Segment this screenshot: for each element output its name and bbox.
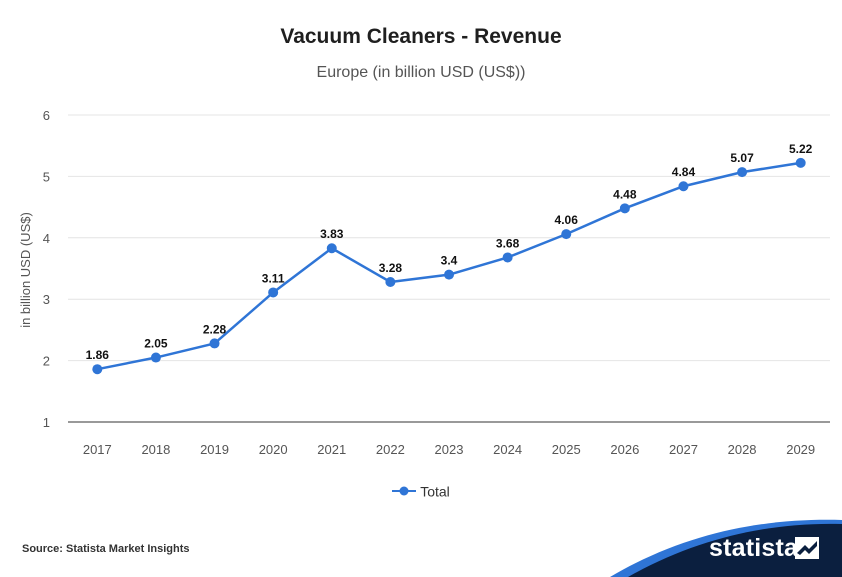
x-tick-label: 2027: [669, 442, 698, 457]
statista-logo-icon: [795, 537, 819, 559]
y-tick-label: 4: [43, 231, 50, 246]
data-label: 2.05: [144, 337, 168, 351]
data-label: 3.11: [262, 271, 285, 285]
y-tick-label: 1: [43, 415, 50, 430]
data-label: 5.07: [730, 151, 754, 165]
series-total: 1.86 2.05 2.28 3.11 3.83 3.28 3.4 3.68 4.06 4.48 4…: [86, 142, 813, 375]
data-point[interactable]: [444, 269, 454, 280]
data-label: 1.86: [86, 348, 110, 362]
source-note: Source: Statista Market Insights: [22, 543, 190, 555]
data-label: 3.4: [441, 254, 458, 268]
x-tick-label: 2019: [200, 442, 229, 457]
x-tick-label: 2020: [259, 442, 288, 457]
y-axis-label: in billion USD (US$): [18, 212, 33, 328]
data-point[interactable]: [619, 203, 630, 214]
x-tick-label: 2028: [728, 442, 757, 457]
x-tick-label: 2025: [552, 442, 581, 457]
data-point[interactable]: [92, 364, 103, 375]
data-label: 2.28: [203, 322, 227, 336]
chart-subtitle: Europe (in billion USD (US$)): [316, 64, 526, 81]
data-label: 4.06: [555, 213, 579, 227]
data-point[interactable]: [561, 229, 572, 240]
data-label: 3.28: [379, 261, 403, 275]
x-tick-label: 2022: [376, 442, 405, 457]
data-point[interactable]: [737, 167, 748, 178]
data-label: 3.68: [496, 236, 520, 250]
x-tick-label: 2017: [83, 442, 112, 457]
data-point[interactable]: [385, 277, 396, 288]
data-label: 4.48: [613, 187, 637, 201]
data-point[interactable]: [209, 338, 220, 349]
y-tick-label: 6: [43, 108, 50, 123]
x-tick-label: 2018: [141, 442, 170, 457]
data-point[interactable]: [268, 287, 279, 298]
statista-logo[interactable]: statista: [709, 534, 799, 562]
footer-wave: [610, 519, 842, 577]
data-point[interactable]: [150, 352, 161, 363]
data-label: 3.83: [320, 227, 344, 241]
legend-marker-icon: [392, 486, 417, 496]
data-point[interactable]: [502, 252, 513, 263]
data-point[interactable]: [678, 181, 689, 192]
data-point[interactable]: [795, 157, 806, 168]
y-tick-label: 3: [43, 292, 50, 307]
chart-title: Vacuum Cleaners - Revenue: [280, 25, 562, 48]
x-tick-label: 2026: [610, 442, 639, 457]
x-tick-label: 2029: [786, 442, 815, 457]
y-tick-label: 2: [43, 354, 50, 369]
legend-label-total: Total: [420, 483, 450, 500]
y-tick-label: 5: [43, 169, 50, 184]
x-axis-ticks: 2017 2018 2019 2020 2021 2022 2023 2024 2025 2026…: [83, 442, 815, 457]
data-point[interactable]: [326, 243, 337, 254]
y-axis-ticks: 1 2 3 4 5 6: [43, 108, 50, 430]
data-label: 4.84: [672, 165, 696, 179]
x-tick-label: 2024: [493, 442, 522, 457]
grid-lines: [68, 114, 830, 423]
x-tick-label: 2021: [317, 442, 346, 457]
data-label: 5.22: [789, 142, 813, 156]
x-tick-label: 2023: [435, 442, 464, 457]
legend[interactable]: Total: [0, 482, 842, 499]
